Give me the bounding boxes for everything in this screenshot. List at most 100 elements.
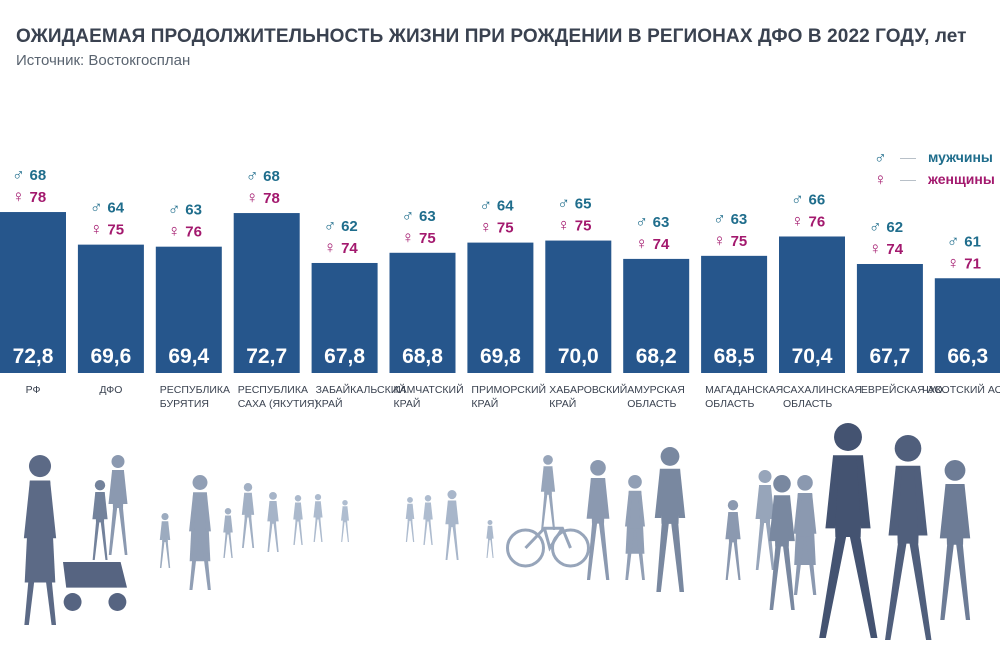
category-label: ЗАБАЙКАЛЬСКИЙ: [316, 383, 406, 396]
man-silhouette: [939, 460, 971, 620]
male-value-label: ♂ 63: [635, 212, 669, 231]
male-value-label: ♂ 65: [557, 194, 591, 213]
male-value-label: ♂ 66: [791, 189, 825, 208]
person-silhouette: [267, 492, 279, 552]
category-label: ОБЛАСТЬ: [627, 398, 676, 410]
male-value-label: ♂ 68: [12, 165, 46, 184]
people-silhouettes-illustration: [23, 423, 971, 640]
man-silhouette: [819, 423, 878, 638]
person-silhouette: [293, 495, 303, 545]
child-silhouette: [223, 508, 233, 558]
chart-title: ОЖИДАЕМАЯ ПРОДОЛЖИТЕЛЬНОСТЬ ЖИЗНИ ПРИ РО…: [16, 26, 967, 47]
category-label: АМУРСКАЯ: [627, 384, 685, 396]
bar: [389, 252, 456, 373]
bar-value-label: 66,3: [947, 345, 988, 368]
bar-value-label: 69,8: [480, 345, 521, 368]
woman-silhouette: [885, 435, 932, 640]
category-label: БУРЯТИЯ: [160, 398, 209, 410]
female-value-label: ♀ 75: [713, 231, 747, 250]
legend-label-female: женщины: [928, 171, 995, 187]
child-silhouette: [92, 480, 108, 560]
man-silhouette: [654, 447, 686, 592]
male-value-label: ♂ 63: [168, 200, 202, 219]
category-label: ЧУКОТСКИЙ АО: [922, 383, 1000, 396]
category-label: КРАЙ: [549, 397, 576, 410]
male-value-label: ♂ 63: [713, 209, 747, 228]
category-label: КРАЙ: [316, 397, 343, 410]
person-silhouette: [445, 490, 459, 560]
bar: [155, 246, 222, 373]
person-silhouette: [755, 470, 775, 570]
male-value-label: ♂ 64: [90, 198, 125, 217]
category-label: РЕСПУБЛИКА: [160, 384, 230, 396]
male-value-label: ♂ 61: [947, 231, 981, 250]
cyclist-silhouette: [540, 455, 556, 530]
bar: [701, 255, 768, 373]
category-label: МАГАДАНСКАЯ: [705, 384, 783, 396]
category-label: КРАЙ: [394, 397, 421, 410]
woman-silhouette: [793, 475, 817, 595]
bar-value-label: 69,6: [90, 345, 131, 368]
category-label: САХАЛИНСКАЯ: [783, 384, 862, 396]
legend-item-female: ♀ женщины: [870, 170, 995, 192]
person-silhouette: [423, 495, 433, 545]
legend: ♂ мужчины ♀ женщины: [870, 148, 995, 192]
woman-silhouette: [189, 475, 211, 590]
category-label: ХАБАРОВСКИЙ: [549, 383, 627, 396]
female-value-label: ♀ 75: [557, 216, 591, 235]
bar-value-label: 68,2: [636, 345, 677, 368]
man-silhouette: [769, 475, 795, 610]
bar: [623, 258, 690, 373]
bar-value-label: 72,7: [246, 345, 287, 368]
male-value-label: ♂ 62: [869, 217, 903, 236]
male-symbol-icon: ♂: [874, 148, 887, 167]
male-value-label: ♂ 64: [479, 196, 514, 215]
male-value-label: ♂ 68: [246, 166, 280, 185]
bar: [934, 278, 1000, 373]
bar-value-label: 67,8: [324, 345, 365, 368]
bar-value-label: 67,7: [869, 345, 910, 368]
bar: [0, 212, 66, 373]
bar: [77, 244, 144, 373]
bar-value-label: 70,0: [558, 345, 599, 368]
bar-value-label: 68,5: [714, 345, 755, 368]
category-label: КРАЙ: [471, 397, 498, 410]
legend-label-male: мужчины: [928, 149, 993, 165]
female-value-label: ♀ 76: [168, 222, 202, 241]
female-value-label: ♀ 76: [791, 211, 825, 230]
person-silhouette: [341, 500, 349, 542]
person-silhouette: [108, 455, 128, 555]
category-label: РЕСПУБЛИКА: [238, 384, 308, 396]
bicycle-silhouette: [506, 526, 590, 568]
category-label: ОБЛАСТЬ: [783, 398, 832, 410]
female-value-label: ♀ 74: [635, 234, 670, 253]
man-silhouette: [586, 460, 610, 580]
female-value-label: ♀ 71: [947, 253, 981, 272]
category-label: САХА (ЯКУТИЯ): [238, 398, 318, 410]
woman-silhouette: [625, 475, 645, 580]
bar-value-label: 70,4: [792, 345, 833, 368]
bar: [545, 240, 612, 373]
child-silhouette: [486, 520, 494, 558]
category-label: ЕВРЕЙСКАЯ АО: [861, 383, 943, 396]
female-symbol-icon: ♀: [874, 170, 887, 189]
bar-chart: 72,8 ♂ 68 ♀ 78 РФ 69,6 ♂ 64 ♀ 75 ДФО 69,4 ♂ 63 ♀ 7…: [0, 165, 1000, 410]
male-value-label: ♂ 62: [324, 216, 358, 235]
person-silhouette: [405, 497, 415, 542]
female-value-label: ♀ 74: [324, 238, 359, 257]
bar: [467, 242, 534, 373]
male-value-label: ♂ 63: [402, 206, 436, 225]
child-silhouette: [725, 500, 741, 580]
female-value-label: ♀ 74: [869, 239, 904, 258]
female-value-label: ♀ 78: [12, 187, 46, 206]
legend-divider: [900, 158, 916, 159]
bar: [233, 213, 300, 373]
bar: [779, 236, 845, 373]
female-value-label: ♀ 78: [246, 188, 280, 207]
legend-item-male: ♂ мужчины: [870, 148, 995, 170]
category-label: РФ: [26, 384, 41, 396]
woman-silhouette: [23, 455, 57, 625]
bar-value-label: 68,8: [402, 345, 443, 368]
child-silhouette: [159, 513, 171, 568]
stroller-silhouette: [63, 562, 127, 611]
